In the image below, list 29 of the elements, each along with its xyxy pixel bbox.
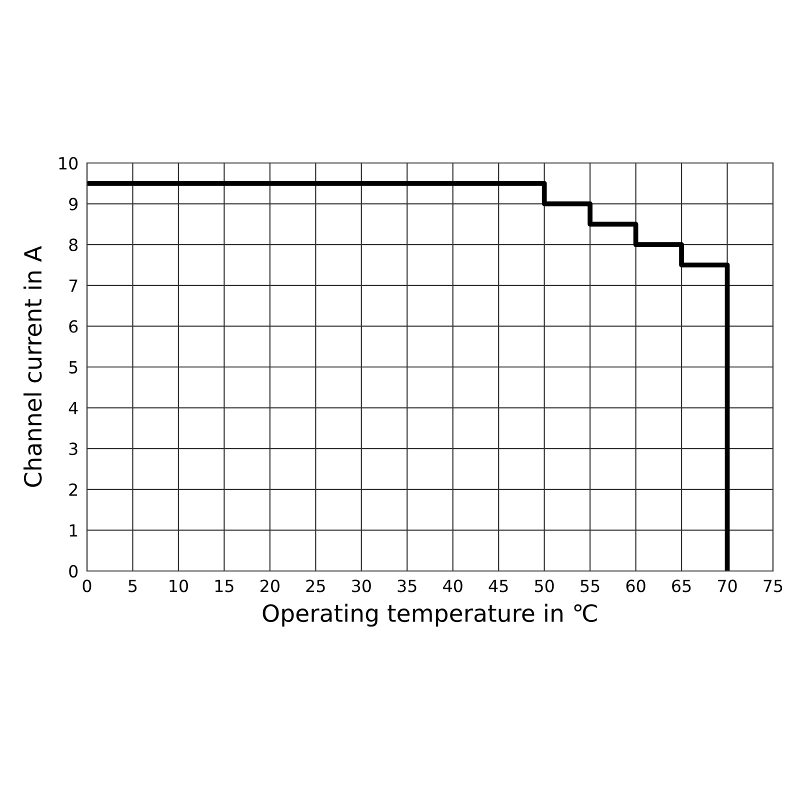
x-tick-label: 0 bbox=[82, 580, 92, 592]
y-tick-label: 9 bbox=[69, 198, 78, 210]
x-tick-label: 65 bbox=[672, 580, 691, 592]
x-tick-label: 20 bbox=[260, 580, 280, 592]
x-tick-label: 55 bbox=[580, 580, 600, 592]
y-tick-label: 3 bbox=[69, 442, 78, 456]
y-tick-label: 6 bbox=[69, 320, 78, 333]
x-tick-label: 40 bbox=[443, 580, 462, 592]
x-tick-label: 45 bbox=[488, 580, 508, 592]
x-tick-label: 75 bbox=[764, 580, 782, 592]
x-tick-label: 15 bbox=[215, 580, 234, 592]
y-tick-label: 5 bbox=[69, 361, 78, 374]
y-tick-label: 2 bbox=[69, 483, 77, 496]
y-tick-label: 4 bbox=[68, 402, 78, 414]
y-tick-label: 0 bbox=[69, 564, 78, 578]
x-tick-label: 35 bbox=[398, 580, 416, 592]
x-axis-title: Operating temperature in ℃ bbox=[262, 604, 597, 627]
y-tick-label: 7 bbox=[69, 280, 78, 292]
y-tick-label: 1 bbox=[70, 524, 78, 537]
x-tick-label: 70 bbox=[718, 580, 737, 592]
x-tick-label: 60 bbox=[626, 580, 646, 592]
y-tick-label: 8 bbox=[69, 238, 78, 252]
x-tick-label: 10 bbox=[170, 580, 188, 592]
y-axis-title: Channel current in A bbox=[23, 246, 42, 487]
y-tick-label: 10 bbox=[59, 156, 78, 170]
x-tick-label: 50 bbox=[535, 580, 554, 592]
x-tick-label: 30 bbox=[352, 580, 371, 592]
x-tick-label: 5 bbox=[128, 580, 137, 592]
x-tick-label: 25 bbox=[306, 580, 325, 592]
